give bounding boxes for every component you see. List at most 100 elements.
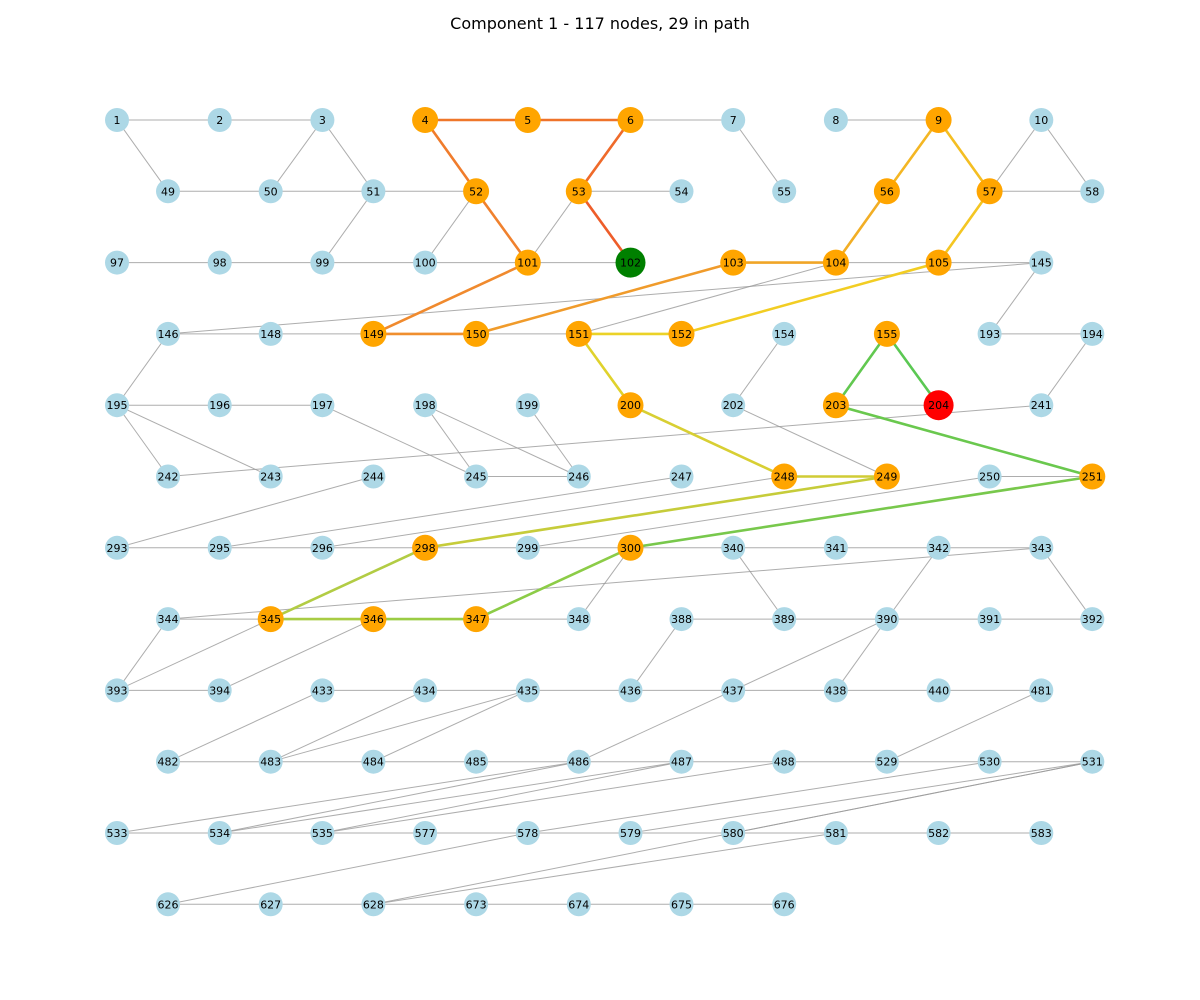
node-247: 247 <box>669 464 694 489</box>
node-label-481: 481 <box>1031 684 1052 697</box>
node-label-99: 99 <box>315 257 329 270</box>
node-485: 485 <box>464 749 489 774</box>
node-circle-196 <box>207 393 232 418</box>
node-label-1: 1 <box>114 114 121 127</box>
node-circle-299 <box>515 535 540 560</box>
node-label-53: 53 <box>572 185 586 198</box>
node-2: 2 <box>207 108 232 132</box>
node-label-581: 581 <box>825 827 846 840</box>
edge-52-100 <box>424 191 477 263</box>
node-label-247: 247 <box>671 471 692 484</box>
node-label-244: 244 <box>363 471 384 484</box>
path-edge-151-200 <box>577 332 632 407</box>
node-circle-628 <box>361 892 386 917</box>
node-label-51: 51 <box>366 185 380 198</box>
node-circle-195 <box>105 393 129 418</box>
path-edge-104-56 <box>834 190 889 264</box>
node-393: 393 <box>105 678 129 703</box>
node-label-197: 197 <box>312 399 333 412</box>
edge-531-579 <box>630 761 1093 834</box>
node-circle-148 <box>258 321 283 346</box>
node-circle-438 <box>823 678 848 703</box>
node-195: 195 <box>105 393 129 418</box>
edge-195-243 <box>116 404 271 477</box>
node-circle-394 <box>207 678 232 703</box>
node-label-340: 340 <box>723 542 744 555</box>
node-circle-674 <box>566 892 591 917</box>
node-circle-341 <box>823 535 848 560</box>
node-label-105: 105 <box>928 257 949 270</box>
node-circle-200 <box>617 392 644 419</box>
node-circle-250 <box>977 464 1002 489</box>
node-label-391: 391 <box>979 613 1000 626</box>
node-circle-98 <box>207 250 232 275</box>
node-label-58: 58 <box>1085 185 1099 198</box>
node-circle-197 <box>310 393 335 418</box>
node-391: 391 <box>977 607 1002 632</box>
node-circle-5 <box>514 107 541 133</box>
node-label-344: 344 <box>158 613 179 626</box>
node-49: 49 <box>156 179 180 204</box>
node-circle-103 <box>720 249 747 276</box>
node-57: 57 <box>976 178 1003 205</box>
path-edge-251-203 <box>834 403 1094 478</box>
node-circle-52 <box>463 178 490 205</box>
node-202: 202 <box>721 393 746 418</box>
node-533: 533 <box>105 821 129 845</box>
edge-486-533 <box>116 761 579 834</box>
node-197: 197 <box>310 393 335 418</box>
edge-390-437 <box>732 618 888 691</box>
node-151: 151 <box>565 320 592 347</box>
node-198: 198 <box>413 393 438 418</box>
node-label-146: 146 <box>158 328 179 341</box>
node-label-437: 437 <box>723 684 744 697</box>
node-circle-199 <box>515 393 540 418</box>
node-label-246: 246 <box>568 471 589 484</box>
node-circle-388 <box>669 607 694 632</box>
edge-388-436 <box>630 618 682 691</box>
node-label-296: 296 <box>312 542 333 555</box>
node-label-530: 530 <box>979 756 1000 769</box>
node-circle-9 <box>925 107 952 133</box>
node-194: 194 <box>1080 321 1105 346</box>
node-242: 242 <box>156 464 180 489</box>
node-circle-248 <box>771 463 798 490</box>
node-label-249: 249 <box>876 471 897 484</box>
node-label-438: 438 <box>825 684 846 697</box>
node-99: 99 <box>310 250 335 275</box>
node-204: 204 <box>923 390 954 421</box>
node-circle-101 <box>514 249 541 276</box>
node-98: 98 <box>207 250 232 275</box>
node-circle-434 <box>413 678 438 703</box>
node-circle-249 <box>873 463 900 490</box>
path-edge-150-103 <box>474 261 735 336</box>
node-535: 535 <box>310 821 335 845</box>
node-296: 296 <box>310 535 335 560</box>
node-150: 150 <box>463 320 490 347</box>
node-152: 152 <box>668 320 695 347</box>
edge-146-195 <box>116 333 169 406</box>
node-circle-533 <box>105 821 129 845</box>
node-104: 104 <box>822 249 849 276</box>
node-245: 245 <box>464 464 489 489</box>
edge-194-241 <box>1040 333 1093 406</box>
node-label-3: 3 <box>319 114 326 127</box>
node-434: 434 <box>413 678 438 703</box>
node-circle-146 <box>156 321 180 346</box>
edge-390-438 <box>835 618 888 691</box>
node-circle-529 <box>874 749 899 774</box>
node-577: 577 <box>413 821 438 845</box>
node-346: 346 <box>360 606 387 633</box>
node-484: 484 <box>361 749 386 774</box>
path-edge-347-300 <box>474 546 632 621</box>
edge-342-390 <box>886 547 940 620</box>
node-295: 295 <box>207 535 232 560</box>
node-435: 435 <box>515 678 540 703</box>
node-label-579: 579 <box>620 827 641 840</box>
node-label-152: 152 <box>671 328 692 341</box>
node-673: 673 <box>464 892 489 917</box>
edge-3-51 <box>321 119 374 192</box>
node-circle-155 <box>873 320 900 347</box>
edge-345-393 <box>116 618 271 691</box>
node-label-49: 49 <box>161 185 175 198</box>
